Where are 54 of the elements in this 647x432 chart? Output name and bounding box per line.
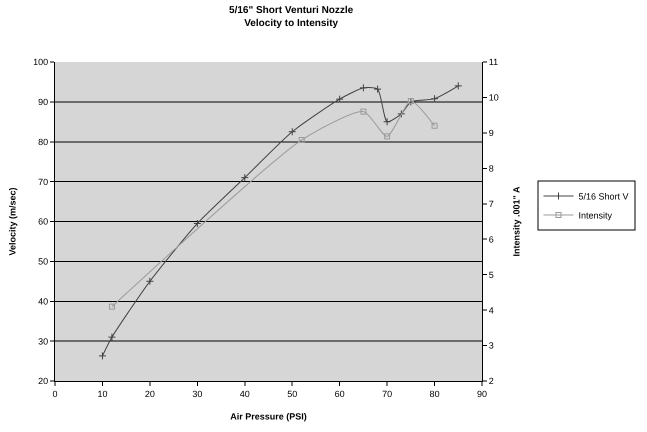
- point: [359, 84, 368, 92]
- point: [146, 277, 154, 286]
- y2-axis-title: Intensity .001" A: [512, 186, 522, 256]
- point: [298, 136, 305, 143]
- point: [108, 304, 115, 310]
- y2-tick-label: 2: [488, 376, 494, 386]
- y2-tick-label: 9: [488, 128, 494, 138]
- y-tick-label: 50: [38, 256, 48, 267]
- point: [193, 219, 202, 228]
- chart-subtitle: Velocity to Intensity: [244, 18, 339, 29]
- x-tick-label: 80: [430, 388, 440, 399]
- y2-tick-label: 4: [488, 305, 494, 316]
- y-tick-label: 30: [38, 336, 48, 346]
- x-tick-label: 20: [144, 388, 155, 399]
- point: [98, 352, 106, 360]
- point: [336, 95, 344, 104]
- y-tick-label: 80: [38, 136, 48, 147]
- x-tick-label: 90: [476, 388, 488, 399]
- point: [384, 133, 390, 140]
- y-tick-label: 60: [38, 216, 48, 227]
- y2-tick-label: 6: [488, 234, 494, 244]
- y-tick-label: 20: [38, 376, 48, 386]
- y-axis-title: Velocity (m/sec): [8, 187, 18, 256]
- point: [383, 118, 392, 126]
- point: [374, 85, 382, 94]
- legend-label: Intensity: [578, 210, 613, 221]
- y-tick-label: 90: [38, 97, 48, 108]
- point: [108, 333, 116, 342]
- chart-title: 5/16" Short Venturi Nozzle: [229, 4, 354, 16]
- y2-tick-label: 5: [488, 270, 494, 280]
- legend-label: 5/16 Short V: [578, 192, 629, 202]
- x-axis-title: Air Pressure (PSI): [230, 412, 307, 422]
- point: [240, 174, 249, 182]
- point: [432, 122, 438, 129]
- x-tick-label: 0: [52, 388, 58, 399]
- point: [430, 94, 439, 103]
- point: [360, 108, 366, 115]
- point: [397, 110, 406, 118]
- point: [454, 82, 462, 90]
- x-tick-label: 30: [192, 388, 202, 399]
- y2-tick-label: 10: [488, 92, 499, 103]
- x-tick-label: 50: [287, 388, 298, 399]
- x-tick-label: 40: [240, 388, 250, 399]
- x-tick-label: 70: [382, 388, 392, 399]
- y-tick-label: 100: [33, 57, 48, 68]
- y2-tick-label: 3: [488, 340, 494, 351]
- y2-tick-label: 11: [488, 57, 498, 68]
- point: [288, 128, 296, 136]
- x-tick-label: 60: [334, 388, 345, 399]
- y-tick-label: 70: [38, 176, 48, 187]
- y-tick-label: 40: [38, 296, 48, 306]
- y2-tick-label: 8: [488, 163, 494, 174]
- y2-tick-label: 7: [488, 198, 494, 209]
- x-tick-label: 10: [97, 388, 108, 399]
